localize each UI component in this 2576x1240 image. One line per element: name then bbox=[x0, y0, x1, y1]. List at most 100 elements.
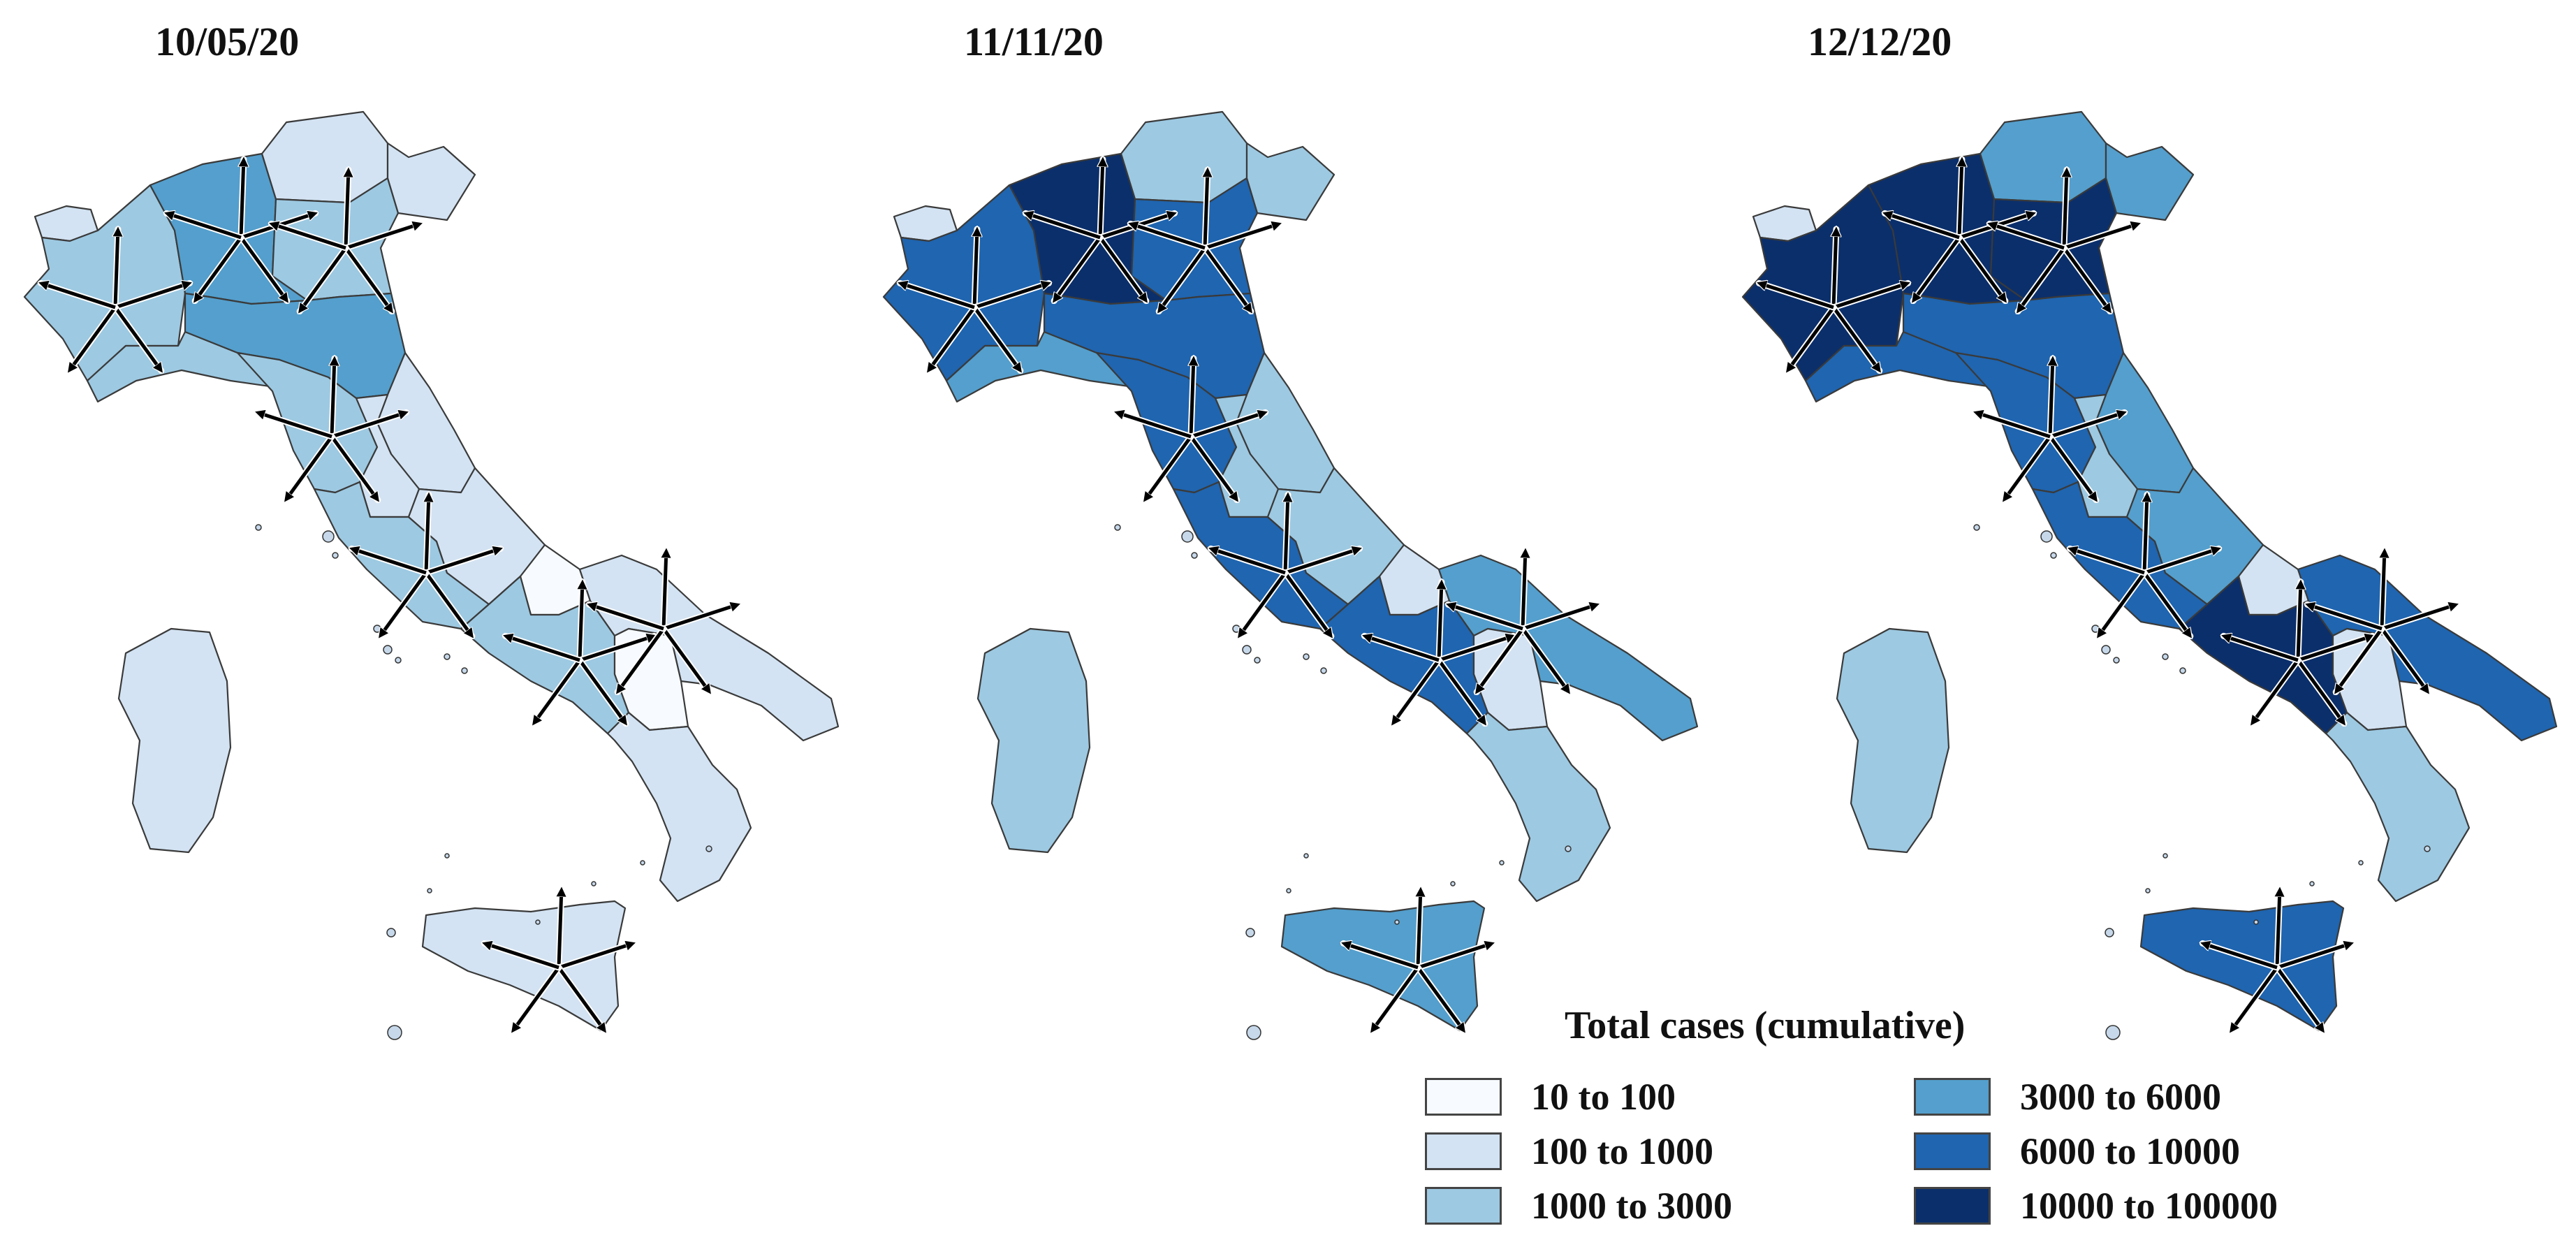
legend-swatch-6 bbox=[1914, 1187, 1991, 1225]
region-sardinia bbox=[117, 627, 232, 854]
small-island bbox=[2091, 625, 2100, 633]
arrow bbox=[41, 283, 116, 309]
arrow bbox=[2297, 636, 2373, 662]
arrow bbox=[2018, 247, 2066, 312]
arrow bbox=[1204, 224, 1280, 250]
small-island bbox=[640, 860, 645, 866]
arrow bbox=[579, 636, 654, 662]
arrow bbox=[1438, 636, 1514, 662]
region-trentino bbox=[1979, 110, 2107, 204]
map-panel-2 bbox=[882, 110, 1699, 1040]
arrow bbox=[974, 229, 977, 308]
small-island bbox=[591, 881, 597, 887]
arrow bbox=[1418, 889, 1421, 968]
arrow bbox=[424, 571, 472, 636]
small-island bbox=[444, 853, 450, 859]
arrow-star-veneto bbox=[271, 170, 420, 312]
arrow bbox=[1191, 358, 1194, 437]
small-island bbox=[461, 667, 468, 674]
arrow bbox=[1521, 627, 1569, 692]
small-island bbox=[1114, 524, 1121, 531]
small-island bbox=[255, 524, 262, 531]
arrow-star-piedmont bbox=[1759, 229, 1908, 371]
small-island bbox=[2105, 928, 2114, 938]
map-date-title-3: 12/12/20 bbox=[1808, 19, 1952, 64]
arrow bbox=[1913, 236, 1961, 301]
small-island bbox=[444, 653, 451, 660]
region-calabria bbox=[606, 711, 752, 903]
region-veneto bbox=[1130, 177, 1259, 302]
small-island bbox=[1246, 1025, 1261, 1040]
small-island bbox=[2113, 657, 2120, 664]
small-island bbox=[1286, 888, 1291, 893]
small-island bbox=[1242, 645, 1252, 655]
arrow bbox=[974, 283, 1049, 309]
arrow bbox=[661, 627, 710, 692]
arrow bbox=[2223, 636, 2299, 662]
arrow bbox=[1100, 159, 1103, 238]
arrow bbox=[580, 582, 583, 661]
arrow bbox=[557, 966, 605, 1031]
arrow bbox=[1364, 636, 1440, 662]
arrow bbox=[241, 159, 244, 238]
legend-label-5: 6000 to 10000 bbox=[2020, 1130, 2240, 1172]
arrow bbox=[286, 435, 334, 500]
arrow bbox=[300, 247, 348, 312]
region-friuli bbox=[386, 142, 476, 221]
map-date-title-2: 11/11/20 bbox=[964, 19, 1104, 64]
arrow bbox=[351, 548, 427, 575]
arrow bbox=[589, 604, 664, 631]
arrow-star-campania bbox=[505, 582, 654, 724]
arrow bbox=[663, 604, 738, 631]
arrow bbox=[1885, 213, 1960, 240]
arrow bbox=[558, 943, 634, 970]
arrow bbox=[195, 236, 243, 301]
small-island bbox=[2253, 919, 2259, 925]
arrow bbox=[332, 358, 335, 437]
small-island bbox=[1245, 928, 1255, 938]
small-island bbox=[1499, 860, 1505, 866]
small-island bbox=[1254, 657, 1261, 664]
arrow bbox=[2004, 435, 2052, 500]
small-island bbox=[332, 552, 339, 559]
region-trentino bbox=[261, 110, 389, 204]
map-panel-1 bbox=[23, 110, 840, 1040]
arrow bbox=[2144, 495, 2147, 574]
arrow bbox=[1190, 412, 1266, 439]
arrow bbox=[1437, 659, 1485, 724]
arrow bbox=[331, 412, 407, 439]
small-island bbox=[2040, 530, 2053, 543]
arrow bbox=[1210, 548, 1286, 575]
small-island bbox=[2145, 888, 2151, 893]
arrow bbox=[1989, 224, 2065, 250]
legend-item-3: 1000 to 3000 bbox=[1425, 1185, 1732, 1227]
arrow bbox=[239, 236, 287, 301]
legend-label-3: 1000 to 3000 bbox=[1531, 1185, 1732, 1227]
region-sicily bbox=[2139, 900, 2345, 1032]
arrow bbox=[664, 550, 666, 629]
small-island bbox=[373, 625, 381, 633]
small-island bbox=[2179, 667, 2186, 674]
arrow-star-apulia bbox=[589, 550, 738, 692]
region-sicily bbox=[421, 900, 627, 1032]
arrow-star-apulia bbox=[2307, 550, 2456, 692]
arrow bbox=[2049, 412, 2125, 439]
small-island bbox=[2050, 552, 2057, 559]
small-island bbox=[2162, 653, 2169, 660]
small-island bbox=[1232, 625, 1241, 633]
arrow bbox=[257, 412, 332, 439]
arrow-star-veneto bbox=[1130, 170, 1279, 312]
arrow-star-lazio bbox=[2070, 495, 2218, 636]
arrow bbox=[1416, 966, 1464, 1031]
arrow bbox=[1205, 170, 1208, 249]
small-island bbox=[383, 645, 393, 655]
arrow bbox=[380, 571, 428, 636]
arrow bbox=[1957, 236, 2005, 301]
arrow bbox=[2098, 571, 2146, 636]
small-island bbox=[395, 657, 402, 664]
small-island bbox=[2105, 1025, 2121, 1040]
region-sardinia bbox=[976, 627, 1091, 854]
arrow bbox=[345, 224, 420, 250]
small-island bbox=[1320, 667, 1327, 674]
arrow-star-piedmont bbox=[900, 229, 1048, 371]
